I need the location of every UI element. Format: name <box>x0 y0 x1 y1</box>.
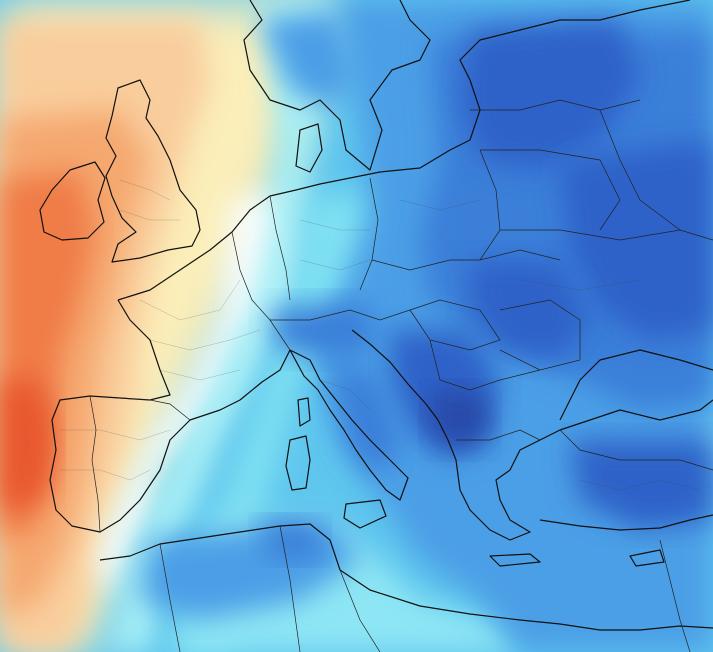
border-alps <box>270 309 411 321</box>
subregion-france-3 <box>159 369 241 381</box>
border-germany-east <box>359 177 379 291</box>
border-baltics <box>470 99 641 111</box>
subregion-italy-1 <box>319 379 371 411</box>
field-deep-orange <box>0 380 55 510</box>
subregion-france-1 <box>139 279 241 321</box>
subregion-balkans-1 <box>439 399 491 421</box>
border-greece <box>456 429 541 441</box>
iberia-coast <box>49 299 291 533</box>
border-russia <box>599 109 681 231</box>
coastlines <box>39 0 713 631</box>
sardinia-coast <box>285 435 311 491</box>
italy-coast <box>289 349 409 501</box>
subregion-uk-2 <box>119 209 180 221</box>
subregion-uk-1 <box>119 179 171 201</box>
denmark-coast <box>295 123 323 173</box>
continental-north-coast <box>117 0 691 301</box>
border-north-africa-2 <box>279 525 301 652</box>
black-sea-coast <box>559 349 713 421</box>
subregion-spain-1 <box>60 429 171 441</box>
field-cyan-light <box>110 0 340 652</box>
corsica-coast <box>297 397 311 427</box>
subregion-spain-2 <box>60 469 151 481</box>
field-mid-blue-nafrica <box>260 520 320 560</box>
border-spain-portugal <box>89 395 101 533</box>
border-germany-west <box>269 195 291 301</box>
field-deep-blue-alps <box>270 300 380 360</box>
border-central-europe <box>371 249 561 271</box>
ireland-coast <box>39 161 106 241</box>
subregion-germany-1 <box>299 219 370 231</box>
field-blue-scandinavia <box>260 10 360 110</box>
border-north-africa-1 <box>159 543 181 652</box>
border-france-east <box>231 231 291 351</box>
border-belarus <box>480 149 621 231</box>
crete-coast <box>489 553 541 567</box>
subregion-france-2 <box>149 329 261 351</box>
anatolia-south-coast <box>539 514 713 531</box>
subregion-poland-1 <box>399 199 481 211</box>
border-romania <box>499 299 581 371</box>
balkan-coast <box>351 329 713 541</box>
country-borders <box>89 99 713 652</box>
subregion-turkey-1 <box>579 479 701 491</box>
border-ukraine <box>500 229 713 241</box>
border-north-africa-3 <box>339 569 381 652</box>
administrative-subregions <box>60 179 701 491</box>
border-middle-east <box>659 539 691 652</box>
great-britain-coast <box>105 79 201 263</box>
field-deep-blue-carpathian <box>470 260 590 360</box>
border-balkans <box>429 339 541 391</box>
north-africa-coast <box>99 523 713 631</box>
field-deep-blue-anatolia <box>570 440 713 530</box>
border-poland-east <box>479 149 501 261</box>
border-turkey <box>559 429 713 471</box>
field-deep-blue-east <box>560 140 713 340</box>
field-deep-blue-north <box>460 20 640 170</box>
field-mid-blue-italy <box>330 360 400 480</box>
border-france-spain <box>117 397 191 421</box>
subregion-ukraine-1 <box>519 279 641 291</box>
sicily-coast <box>343 499 387 529</box>
cyprus-coast <box>629 549 665 567</box>
subregion-germany-2 <box>299 259 371 271</box>
scandinavia-coast <box>243 0 431 171</box>
